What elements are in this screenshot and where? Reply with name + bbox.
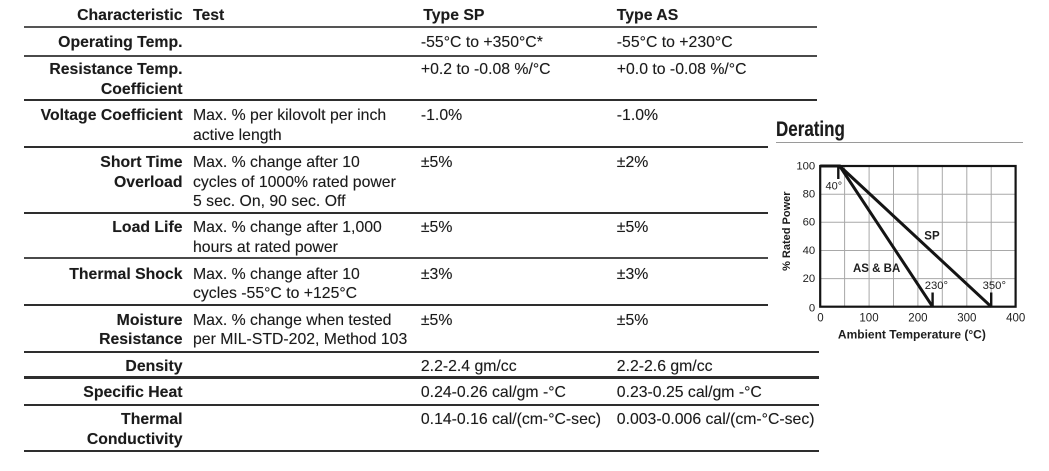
svg-text:0: 0 <box>809 302 815 314</box>
svg-text:100: 100 <box>859 313 878 325</box>
svg-text:0: 0 <box>817 313 823 325</box>
svg-text:SP: SP <box>924 231 940 243</box>
svg-text:350°: 350° <box>983 280 1006 292</box>
svg-text:20: 20 <box>803 273 816 285</box>
svg-text:400: 400 <box>1006 313 1025 325</box>
svg-text:230°: 230° <box>925 280 948 292</box>
svg-text:80: 80 <box>803 189 816 201</box>
svg-text:300: 300 <box>957 313 976 325</box>
svg-text:40°: 40° <box>826 181 843 193</box>
svg-text:100: 100 <box>796 160 815 172</box>
svg-text:Ambient Temperature (°C): Ambient Temperature (°C) <box>838 327 986 341</box>
svg-text:40: 40 <box>803 245 816 257</box>
svg-text:200: 200 <box>908 313 927 325</box>
svg-text:% Rated Power: % Rated Power <box>781 191 793 271</box>
svg-text:AS & BA: AS & BA <box>853 263 900 275</box>
svg-text:60: 60 <box>803 217 816 229</box>
